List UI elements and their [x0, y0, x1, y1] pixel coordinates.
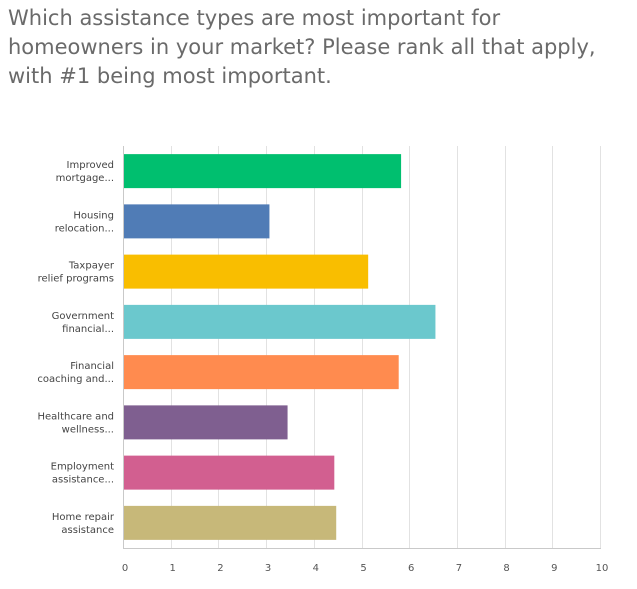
bar-6 [124, 405, 288, 440]
chart-axes [123, 146, 601, 549]
bar-5 [124, 355, 399, 390]
bar-7 [124, 455, 335, 490]
x-tick-label-9: 9 [551, 563, 557, 574]
bar-8 [124, 505, 337, 540]
x-tick-label-10: 10 [596, 563, 609, 574]
x-tick-label-5: 5 [360, 563, 366, 574]
category-label-7: Employment assistance... [51, 462, 114, 486]
question-title: Which assistance types are most importan… [8, 6, 596, 88]
chart-bars [124, 154, 436, 540]
category-label-2: Housing relocation... [55, 210, 114, 234]
category-label-4: Government financial... [52, 311, 114, 335]
category-label-3: Taxpayer relief programs [38, 261, 115, 285]
x-tick-label-8: 8 [503, 563, 509, 574]
category-label-6: Healthcare and wellness... [38, 411, 115, 435]
x-tick-label-0: 0 [122, 563, 128, 574]
chart-x-tick-labels: 0 1 2 3 4 5 6 7 8 9 10 [122, 563, 609, 574]
category-label-5: Financial coaching and... [37, 361, 114, 385]
bar-2 [124, 204, 270, 239]
category-label-8: Home repair assistance [52, 512, 115, 536]
x-tick-label-6: 6 [408, 563, 414, 574]
bar-1 [124, 154, 402, 189]
x-tick-label-3: 3 [265, 563, 271, 574]
x-tick-label-1: 1 [170, 563, 176, 574]
bar-3 [124, 254, 369, 289]
category-label-1: Improved mortgage... [56, 160, 114, 184]
chart-category-labels: Improved mortgage... Housing relocation... T… [37, 160, 114, 536]
x-tick-label-4: 4 [313, 563, 319, 574]
x-tick-label-2: 2 [217, 563, 223, 574]
x-tick-label-7: 7 [456, 563, 462, 574]
bar-4 [124, 304, 436, 339]
